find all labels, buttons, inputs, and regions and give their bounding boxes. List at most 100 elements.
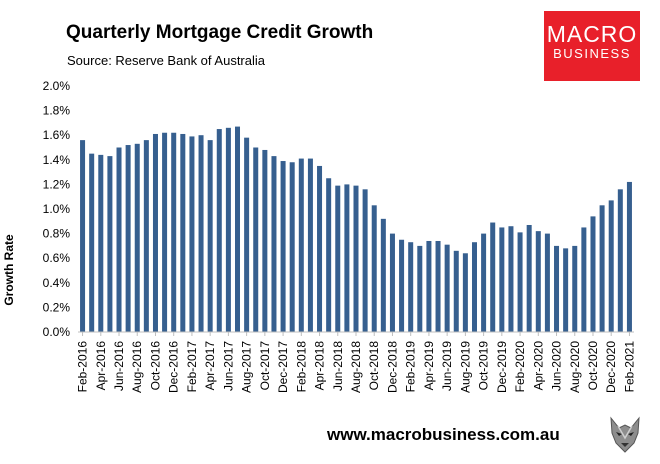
bar-dec-2016 [171,132,177,332]
bar-oct-2019 [481,233,487,332]
bar-jun-2016 [116,147,122,332]
bar-may-2017 [216,129,222,332]
bar-jan-2021 [617,189,623,332]
x-tick-label: Oct-2016 [148,341,162,391]
x-tick-label: Dec-2020 [604,341,618,393]
bar-feb-2016 [80,140,86,332]
x-tick-label: Feb-2020 [513,341,527,393]
bar-aug-2016 [134,143,140,332]
bar-sep-2016 [143,140,149,332]
bar-dec-2020 [608,200,614,332]
y-tick-label: 1.8% [43,104,71,118]
bar-may-2018 [326,178,332,332]
bar-nov-2020 [599,205,605,332]
x-tick-label: Apr-2016 [94,341,108,391]
bar-jun-2020 [554,245,560,332]
bars [80,126,632,332]
bar-mar-2020 [526,224,532,332]
y-tick-label: 0.2% [43,300,71,314]
y-tick-label: 1.0% [43,202,71,216]
bar-jun-2019 [444,244,450,332]
bar-oct-2017 [262,149,268,332]
bar-nov-2018 [380,218,386,332]
bar-apr-2017 [207,140,213,332]
x-tick-label: Feb-2017 [185,341,199,393]
x-tick-label: Aug-2016 [130,341,144,393]
x-tick-label: Feb-2019 [404,341,418,393]
bar-apr-2020 [535,231,541,332]
bar-jul-2019 [453,250,459,332]
bar-nov-2016 [162,132,168,332]
website-url: www.macrobusiness.com.au [327,425,560,444]
bar-mar-2016 [89,153,95,332]
x-tick-label: Oct-2020 [586,341,600,391]
bar-sep-2019 [471,242,477,332]
logo-line-macro: MACRO [546,21,638,47]
bar-feb-2019 [408,242,414,332]
bar-feb-2021 [626,181,632,332]
x-tick-label: Apr-2017 [203,341,217,391]
x-tick-label: Oct-2019 [477,341,491,391]
bar-aug-2019 [462,253,468,332]
x-tick-label: Apr-2019 [422,341,436,391]
x-tick-label: Dec-2018 [385,341,399,393]
x-tick-label: Oct-2018 [367,341,381,391]
bar-jul-2017 [235,126,241,332]
x-tick-label: Aug-2019 [458,341,472,393]
x-tick-label: Jun-2018 [331,341,345,391]
bar-may-2019 [435,240,441,332]
chart-title: Quarterly Mortgage Credit Growth [66,22,374,43]
y-tick-label: 0.4% [43,276,71,290]
x-tick-label: Feb-2016 [76,341,90,393]
x-tick-label: Oct-2017 [258,341,272,391]
y-tick-label: 1.2% [43,177,71,191]
x-tick-label: Jun-2017 [221,341,235,391]
bar-feb-2018 [298,158,304,332]
y-tick-label: 0.6% [43,251,71,265]
bar-jan-2017 [180,133,186,332]
bar-jan-2020 [508,226,514,332]
x-tick-label: Aug-2017 [240,341,254,393]
bar-jan-2018 [289,162,295,332]
bar-apr-2018 [317,165,323,332]
bar-jul-2018 [344,184,350,332]
chart-source: Source: Reserve Bank of Australia [67,53,265,68]
bar-apr-2016 [98,154,104,332]
bar-apr-2019 [426,240,432,332]
bar-sep-2017 [253,147,259,332]
bar-sep-2018 [362,189,368,332]
bar-jan-2019 [399,239,405,332]
bar-mar-2017 [198,135,204,332]
x-tick-label: Feb-2021 [622,341,636,393]
macrobusiness-logo: MACRO BUSINESS [544,11,640,81]
x-tick-label: Apr-2018 [313,341,327,391]
x-axis-ticks: Feb-2016 Apr-2016 Jun-2016 Aug-2016 Oct-2016… [76,332,636,393]
logo-line-business: BUSINESS [553,46,631,61]
bar-mar-2019 [417,245,423,332]
x-tick-label: Dec-2019 [495,341,509,393]
bar-oct-2016 [152,133,158,332]
bar-nov-2017 [271,156,277,332]
bar-may-2020 [544,233,550,332]
x-tick-label: Apr-2020 [531,341,545,391]
y-tick-label: 1.4% [43,153,71,167]
y-tick-label: 1.6% [43,128,71,142]
x-tick-label: Dec-2017 [276,341,290,393]
bar-may-2016 [107,156,113,332]
x-tick-label: Jun-2016 [112,341,126,391]
x-tick-label: Jun-2020 [550,341,564,391]
bar-aug-2020 [572,245,578,332]
bar-sep-2020 [581,227,587,332]
bar-oct-2018 [371,205,377,332]
x-tick-label: Feb-2018 [294,341,308,393]
bar-dec-2019 [499,227,505,332]
y-tick-label: 0.0% [43,325,71,339]
x-tick-label: Dec-2016 [167,341,181,393]
x-tick-label: Aug-2018 [349,341,363,393]
x-tick-label: Aug-2020 [568,341,582,393]
bar-dec-2018 [389,233,395,332]
bar-aug-2018 [353,185,359,332]
bar-jul-2016 [125,145,131,332]
bar-nov-2019 [490,222,496,332]
